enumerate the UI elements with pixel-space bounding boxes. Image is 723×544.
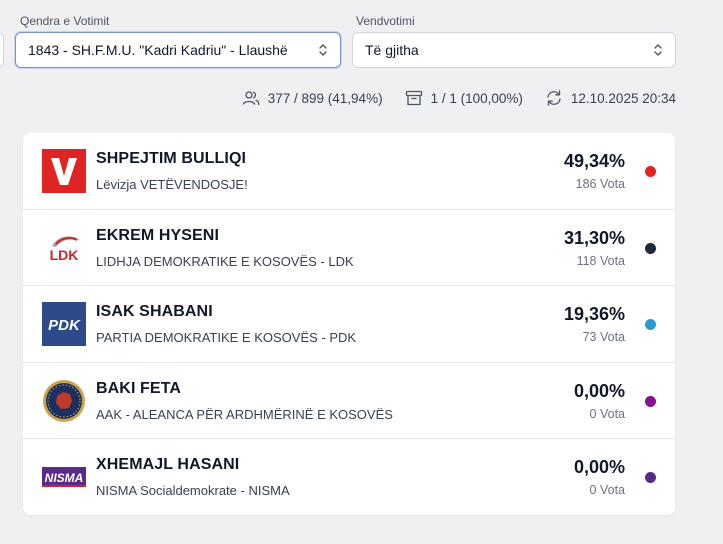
boxes-stat: 1 / 1 (100,00%)	[405, 90, 523, 106]
polling-center-label: Qendra e Votimit	[20, 14, 110, 28]
nisma-logo: NISMA	[42, 455, 86, 499]
candidate-row[interactable]: LDK EKREM HYSENI LIDHJA DEMOKRATIKE E KO…	[23, 210, 675, 287]
voters-stat: 377 / 899 (41,94%)	[242, 90, 383, 106]
vote-percent: 0,00%	[573, 457, 625, 478]
party-name: AAK - ALEANCA PËR ARDHMËRINË E KOSOVËS	[96, 406, 393, 422]
candidate-row[interactable]: NISMA XHEMAJL HASANI NISMA Socialdemokra…	[23, 439, 675, 515]
candidate-row[interactable]: BAKI FETA AAK - ALEANCA PËR ARDHMËRINË E…	[23, 363, 675, 440]
vote-count: 0 Vota	[589, 406, 625, 421]
candidate-row[interactable]: PDK ISAK SHABANI PARTIA DEMOKRATIKE E KO…	[23, 286, 675, 363]
chevron-updown-icon	[654, 44, 662, 56]
party-color-dot	[645, 319, 656, 331]
vetevendosje-logo	[42, 149, 86, 193]
archive-box-icon	[405, 90, 422, 106]
vote-count: 118 Vota	[576, 253, 625, 268]
candidate-name: XHEMAJL HASANI	[96, 456, 240, 474]
svg-text:NISMA: NISMA	[45, 471, 84, 485]
stats-bar: 377 / 899 (41,94%) 1 / 1 (100,00%) 12.10…	[242, 90, 676, 106]
polling-station-value: Të gjitha	[365, 42, 419, 58]
results-card: SHPEJTIM BULLIQI Lëvizja VETËVENDOSJE! 4…	[23, 133, 675, 515]
polling-station-select[interactable]: Të gjitha	[352, 32, 676, 68]
party-name: NISMA Socialdemokrate - NISMA	[96, 483, 290, 499]
boxes-count: 1 / 1 (100,00%)	[430, 90, 523, 106]
candidate-name: BAKI FETA	[96, 379, 182, 397]
party-color-dot	[645, 166, 656, 177]
updated-time: 12.10.2025 20:34	[570, 90, 676, 106]
users-icon	[242, 91, 260, 106]
municipality-select-partial[interactable]	[0, 32, 4, 68]
candidate-name: EKREM HYSENI	[96, 226, 219, 244]
updated-stat: 12.10.2025 20:34	[545, 90, 676, 106]
ldk-logo: LDK	[42, 225, 86, 270]
candidate-name: SHPEJTIM BULLIQI	[96, 150, 247, 167]
polling-center-select[interactable]: 1843 - SH.F.M.U. "Kadri Kadriu" - Llaush…	[15, 32, 341, 68]
party-color-dot	[645, 395, 656, 407]
vote-percent: 31,30%	[563, 227, 625, 248]
svg-text:PDK: PDK	[48, 317, 81, 334]
party-color-dot	[645, 472, 656, 484]
party-name: LIDHJA DEMOKRATIKE E KOSOVËS - LDK	[96, 253, 354, 269]
candidate-row[interactable]: SHPEJTIM BULLIQI Lëvizja VETËVENDOSJE! 4…	[23, 133, 675, 210]
chevron-updown-icon	[319, 44, 327, 56]
vote-count: 186 Vota	[575, 177, 625, 191]
party-name: PARTIA DEMOKRATIKE E KOSOVËS - PDK	[96, 330, 357, 346]
vote-percent: 19,36%	[563, 304, 625, 325]
polling-center-value: 1843 - SH.F.M.U. "Kadri Kadriu" - Llaush…	[28, 42, 288, 58]
candidate-name: ISAK SHABANI	[96, 303, 213, 321]
voters-count: 377 / 899 (41,94%)	[267, 90, 383, 106]
vote-percent: 0,00%	[573, 380, 625, 401]
pdk-logo: PDK	[42, 302, 86, 347]
aak-logo	[42, 379, 86, 423]
polling-station-label: Vendvotimi	[356, 14, 415, 28]
svg-text:LDK: LDK	[50, 247, 79, 263]
refresh-icon	[547, 90, 561, 106]
vote-count: 73 Vota	[582, 330, 625, 345]
party-color-dot	[645, 242, 656, 254]
vote-percent: 49,34%	[563, 151, 625, 171]
party-name: Lëvizja VETËVENDOSJE!	[96, 177, 248, 192]
vote-count: 0 Vota	[589, 483, 625, 498]
